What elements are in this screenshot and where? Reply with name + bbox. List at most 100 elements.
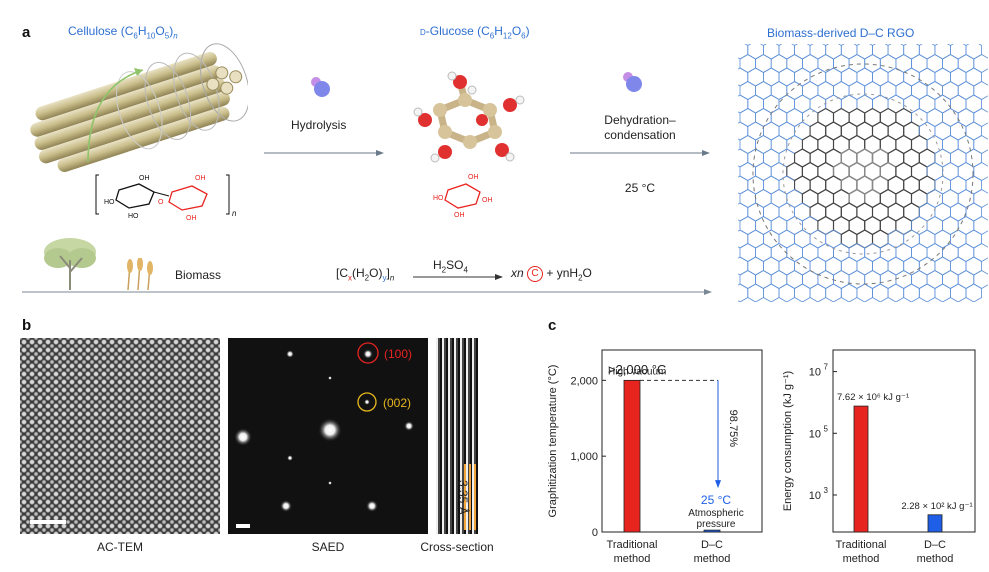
plot-frame [601, 349, 763, 533]
hydrolysis-label: Hydrolysis [291, 118, 347, 132]
y-tick-label: 10 [809, 490, 821, 502]
annotation-pressure: pressure [697, 519, 736, 530]
chem-label-oh: OH [482, 197, 493, 204]
hexagon-cell [840, 283, 858, 302]
rgo-lattice [738, 44, 988, 302]
bar-traditional [623, 379, 641, 533]
hexagon-cell [738, 175, 749, 195]
y-tick-exponent: 3 [824, 486, 829, 495]
product-formula: xn C + ynH2O [511, 266, 592, 283]
graphitization-temperature-chart: Graphitization temperature (°C) 0 1,000 2,0… [547, 349, 763, 565]
y-axis-label: Energy consumption (kJ g⁻¹) [782, 371, 794, 511]
chem-label-ho: HO [128, 213, 139, 220]
x-tick-label: method [694, 553, 731, 565]
process-timeline-arrow [22, 289, 712, 295]
spot-100-marker [357, 342, 379, 364]
scale-bar [236, 524, 250, 528]
hexagon-cell [949, 44, 967, 60]
hexagon-cell [934, 44, 951, 60]
water-molecule-icon [311, 77, 330, 97]
hexagon-cell [918, 283, 936, 302]
hexagon-cell [973, 270, 988, 289]
hexagon-cell [903, 283, 920, 302]
x-tick-label: method [614, 553, 651, 565]
acid-label: H2SO4 [433, 258, 468, 275]
y-axis-label: Graphitization temperature (°C) [547, 365, 559, 518]
saed-caption: SAED [311, 540, 345, 554]
biomass-label: Biomass [175, 268, 222, 282]
chem-label-oh: OH [468, 174, 479, 181]
hexagon-cell [973, 108, 988, 127]
hexagon-cell [903, 44, 920, 60]
spot-002-label: (002) [383, 396, 412, 410]
chem-label-ho: HO [104, 199, 115, 206]
hexagon-cell [794, 283, 811, 302]
hexagon-cell [738, 283, 749, 302]
dehydration-label: Dehydration– [604, 113, 676, 127]
saed-image: (100) (002) [228, 338, 428, 534]
y-tick-label: 10 [809, 428, 821, 440]
hexagon-cell [738, 148, 749, 168]
condensation-arrow [570, 150, 710, 156]
y-tick-exponent: 7 [824, 363, 829, 372]
hexagon-cell [856, 44, 873, 60]
chem-label-oh: OH [454, 212, 465, 218]
hexagon-cell [762, 44, 780, 60]
hexagon-cell [738, 229, 749, 249]
spot-100-label: (100) [384, 347, 413, 361]
wheat-icon [127, 258, 153, 290]
hexagon-cell [738, 44, 749, 60]
hexagon-cell [778, 283, 795, 302]
hexagon-cell [973, 81, 988, 100]
hexagon-cell [973, 135, 988, 154]
y-tick-exponent: 5 [824, 424, 829, 433]
bar-dc [703, 529, 721, 533]
hexagon-cell [738, 121, 749, 141]
ac-tem-image [20, 338, 220, 534]
y-tick-label: 0 [592, 527, 598, 539]
hexagon-cell [965, 44, 983, 60]
bar-traditional [853, 405, 869, 533]
rotation-path [752, 63, 974, 285]
hexagon-cell [973, 189, 988, 208]
chem-label-oh: OH [139, 175, 150, 182]
hexagon-cell [809, 44, 827, 60]
x-tick-label: method [843, 553, 880, 565]
hexagon-cell [887, 283, 905, 302]
hexagon-cell [973, 216, 988, 235]
cellulose-title: Cellulose (C6H10O5)n [68, 24, 178, 41]
reduction-label: 98.75% [727, 410, 739, 448]
hexagon-cell [809, 283, 827, 302]
chem-label-oh: OH [186, 215, 197, 222]
hexagon-cell [762, 283, 780, 302]
cross-section-caption: Cross-section [420, 540, 494, 554]
tree-icon [44, 238, 96, 290]
hexagon-cell [934, 283, 951, 302]
cellulose-fibre-illustration [30, 43, 248, 172]
layer-spacing-label: 3.35 Å [456, 480, 470, 515]
y-tick-label: 10 [809, 367, 821, 379]
annotation-dc-temp: 25 °C [701, 493, 731, 507]
x-tick-label: method [917, 553, 954, 565]
hexagon-cell [825, 283, 842, 302]
scale-bar [30, 520, 66, 524]
hexagon-cell [872, 283, 889, 302]
data-label-traditional: 7.62 × 10⁶ kJ g⁻¹ [837, 392, 909, 403]
carbon-ring-icon: C [527, 266, 544, 282]
panel-a-label: a [22, 24, 31, 41]
cross-section-image [436, 338, 478, 534]
diffraction-spots [234, 342, 414, 528]
x-tick-label: Traditional [607, 539, 658, 551]
hexagon-cell [973, 243, 988, 262]
ac-tem-caption: AC-TEM [97, 540, 143, 554]
temperature-label: 25 °C [624, 181, 656, 195]
hexagon-cell [825, 44, 842, 60]
hexagon-cell [778, 44, 795, 60]
hexagon-cell [738, 202, 749, 222]
hexagon-cell [872, 44, 889, 60]
hexagon-cell [965, 283, 983, 302]
chem-label-n: n [232, 209, 237, 218]
biomass-formula: [Cx(H2O)y]n [336, 266, 395, 283]
rgo-title: Biomass-derived D–C RGO [767, 26, 915, 40]
hydrolysis-arrow [264, 150, 384, 156]
